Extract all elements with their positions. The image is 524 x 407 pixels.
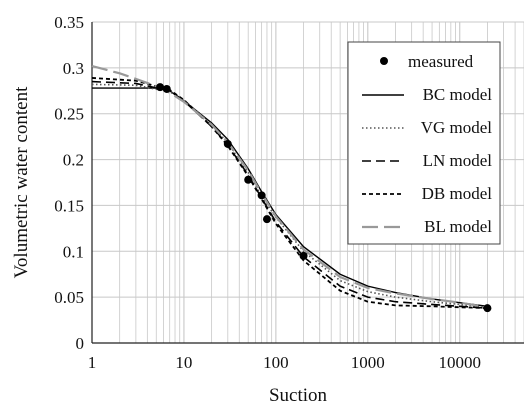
data-point-measured [162,84,171,93]
series-line-bl-model [91,64,488,309]
data-point-measured [223,139,232,148]
y-tick-label: 0.1 [63,242,84,261]
y-tick-label: 0.2 [63,151,84,170]
data-point-measured [483,304,492,313]
data-point-measured [257,191,266,200]
legend-label-vg-model: VG model [421,118,493,137]
x-tick-label: 1000 [351,353,385,372]
x-tick-label: 1 [88,353,97,372]
data-point-measured [244,175,253,184]
x-tick-label: 100 [263,353,289,372]
y-tick-label: 0.15 [54,196,84,215]
y-tick-label: 0 [76,334,85,353]
x-axis-title: Suction [269,385,328,406]
legend-box [347,41,501,245]
series-line-ln-model [91,80,488,309]
legend-label-bc-model: BC model [423,85,493,104]
legend-label-ln-model: LN model [423,151,493,170]
y-tick-label: 0.3 [63,59,84,78]
y-tick-label: 0.35 [54,13,84,32]
x-tick-label: 10 [175,353,192,372]
legend-label-db-model: DB model [422,184,493,203]
y-tick-label: 0.05 [54,288,84,307]
legend-label-measured: measured [408,52,474,71]
series-line-db-model [91,77,488,310]
data-point-measured [262,215,271,224]
y-tick-label: 0.25 [54,105,84,124]
data-point-measured [299,251,308,260]
x-tick-label: 10000 [438,353,481,372]
data-point-measured [156,83,165,92]
legend-label-bl-model: BL model [424,217,492,236]
legend-symbol-measured [380,57,388,65]
y-axis-title: Volumetric water content [11,86,32,278]
